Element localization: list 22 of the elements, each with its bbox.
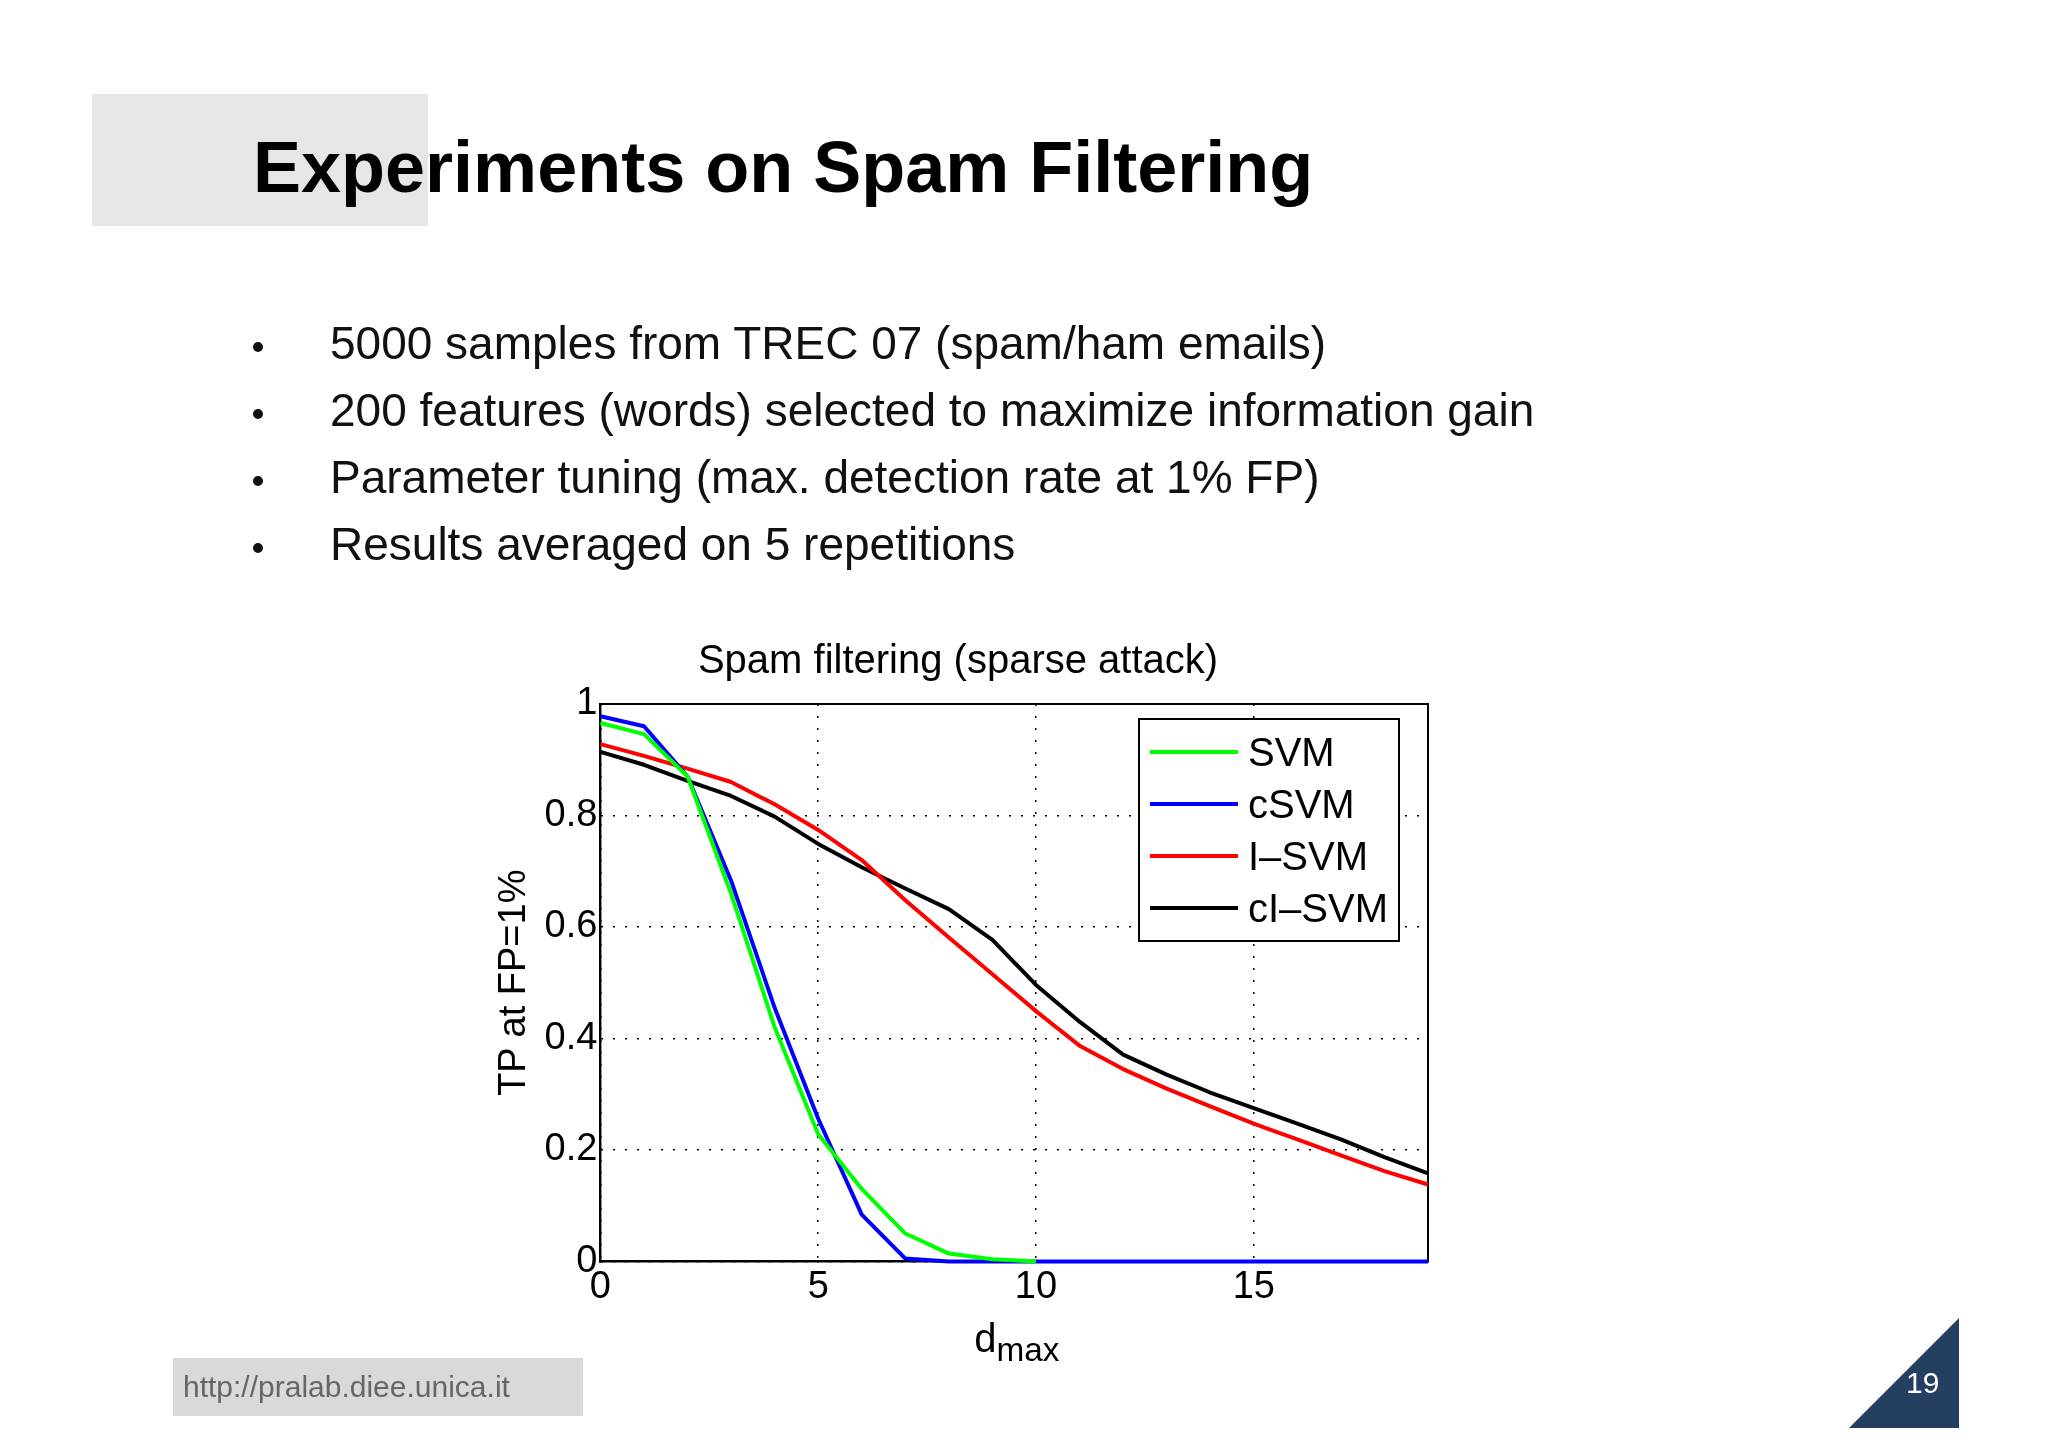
legend-label: cSVM — [1248, 781, 1355, 827]
legend-label: cI–SVM — [1248, 885, 1389, 931]
legend-label: SVM — [1248, 729, 1335, 775]
legend-label: I–SVM — [1248, 833, 1369, 879]
text: Experiments on Spam Filtering — [253, 126, 1314, 208]
y-tick-label: 0.2 — [544, 1126, 598, 1169]
y-tick-label: 1 — [576, 680, 598, 723]
x-axis-title: d$_{max}$ — [974, 1316, 1060, 1370]
y-tick-label: 0.4 — [544, 1014, 598, 1057]
text: 200 features (words) selected to maximize information gain — [330, 384, 1535, 436]
y-tick-label: 0.8 — [544, 791, 598, 834]
text: 19 — [1906, 1366, 1940, 1400]
x-tick-label: 5 — [807, 1263, 829, 1306]
text: 5000 samples from TREC 07 (spam/ham emails) — [330, 317, 1327, 369]
x-tick-label: 10 — [1014, 1263, 1058, 1306]
text: http://pralab.diee.unica.it — [173, 1358, 583, 1416]
text: Parameter tuning (max. detection rate at 1% FP) — [330, 451, 1320, 503]
y-tick-label: 0.6 — [544, 903, 598, 946]
y-axis-title: TP at FP=1% — [491, 869, 534, 1096]
text: Results averaged on 5 repetitions — [330, 518, 1016, 570]
x-tick-label: 15 — [1232, 1263, 1275, 1306]
chart-title: Spam filtering (sparse attack) — [697, 637, 1219, 682]
